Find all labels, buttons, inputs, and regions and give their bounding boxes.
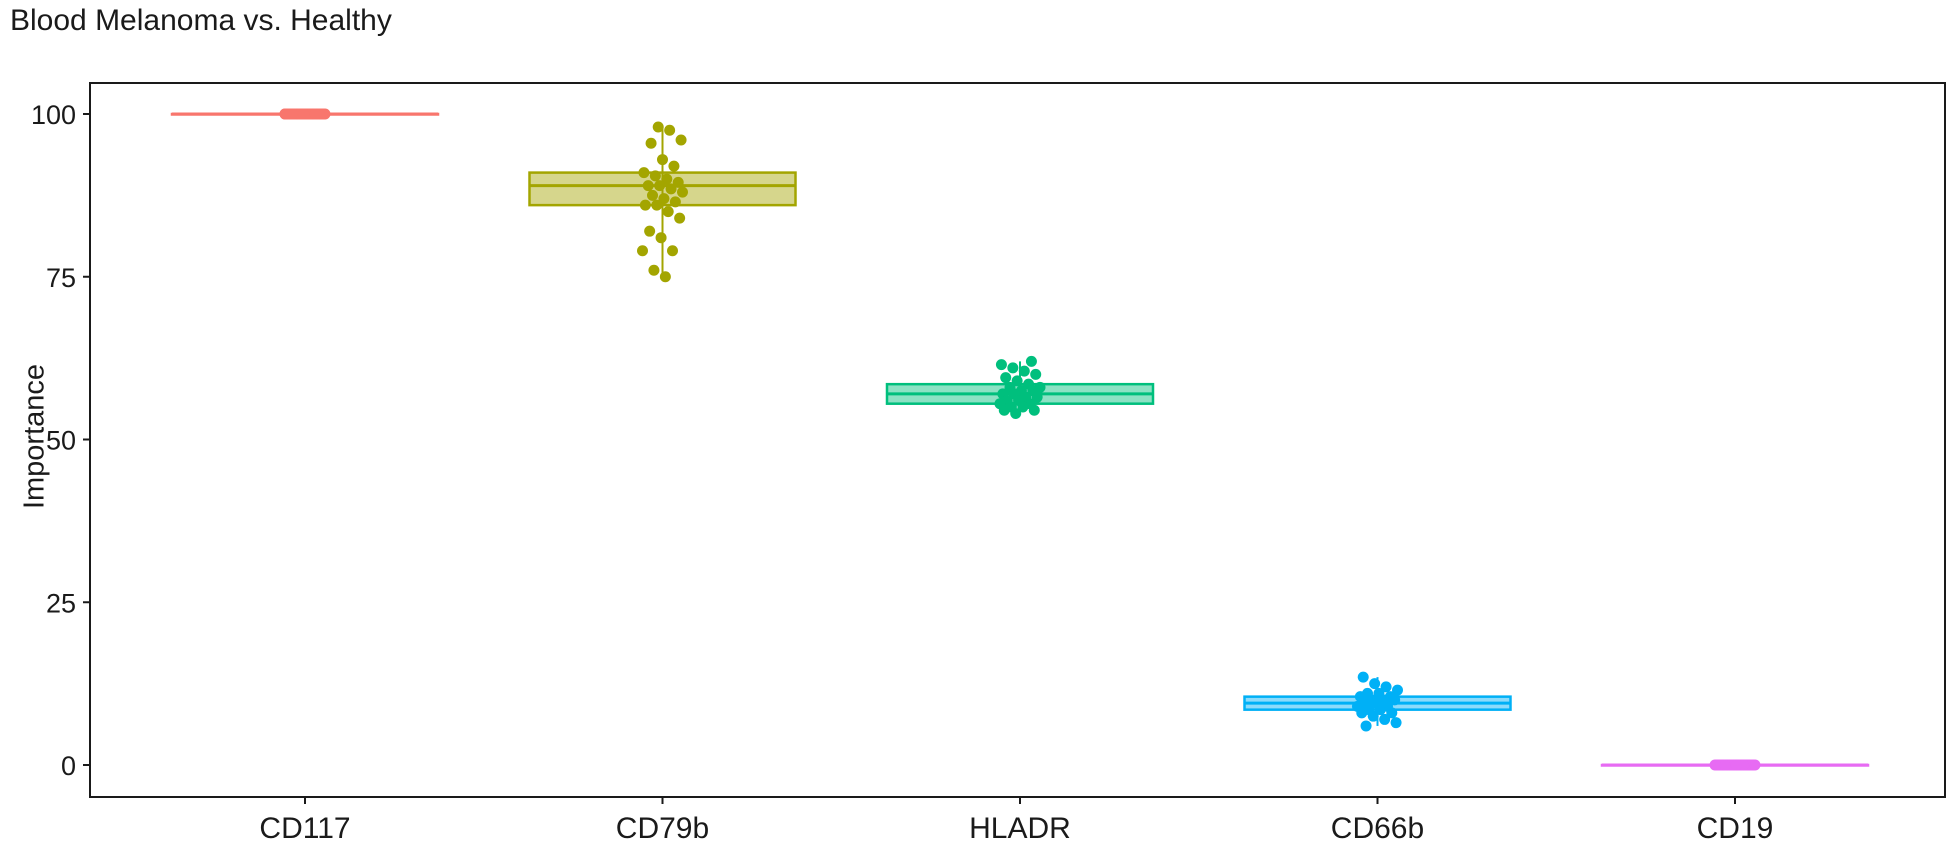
data-point [667, 245, 678, 257]
data-point [655, 232, 667, 244]
data-point [1017, 401, 1029, 413]
data-point [1380, 681, 1392, 693]
data-point [1390, 717, 1402, 729]
data-point [657, 154, 668, 166]
data-point [1392, 684, 1403, 696]
data-point [1000, 372, 1012, 384]
data-point [1749, 759, 1761, 771]
data-point [672, 176, 684, 188]
y-tick-label: 75 [46, 263, 76, 293]
data-point [1007, 362, 1019, 374]
data-point [638, 167, 650, 179]
y-tick-label: 25 [46, 588, 76, 618]
data-point [674, 212, 686, 224]
data-point [1719, 759, 1731, 771]
data-point [651, 199, 663, 211]
data-point [995, 359, 1007, 371]
data-point [1030, 368, 1042, 380]
data-point [1369, 678, 1381, 690]
data-point [1356, 707, 1368, 719]
data-point [1386, 707, 1398, 719]
data-point [1357, 671, 1369, 683]
y-tick-label: 100 [31, 100, 76, 130]
data-point [279, 108, 291, 120]
data-point [659, 271, 671, 283]
chart-title: Blood Melanoma vs. Healthy [10, 4, 392, 37]
data-point [661, 173, 673, 185]
data-point [1018, 365, 1030, 377]
data-point [642, 180, 654, 192]
data-point [298, 108, 310, 120]
data-point [1379, 713, 1391, 725]
data-point [1360, 720, 1372, 732]
data-point [662, 206, 674, 218]
data-point [998, 404, 1010, 416]
data-point [1730, 759, 1742, 771]
data-point [639, 199, 651, 211]
data-point [1010, 407, 1022, 419]
x-tick-label: CD79b [616, 812, 709, 845]
x-tick-label: HLADR [969, 812, 1071, 845]
data-point [658, 193, 670, 205]
data-point [1011, 375, 1023, 387]
data-point [1367, 710, 1379, 722]
data-point [652, 121, 664, 133]
data-point [647, 189, 658, 201]
data-point [669, 196, 681, 208]
data-point [644, 225, 656, 237]
data-point [668, 160, 680, 172]
data-point [1031, 391, 1043, 403]
data-point [675, 134, 687, 146]
data-point [1028, 404, 1040, 416]
data-point [1389, 694, 1401, 706]
data-point [664, 124, 676, 136]
data-point [637, 245, 648, 257]
data-point [677, 186, 688, 198]
data-point [1374, 704, 1386, 716]
data-point [645, 137, 657, 149]
x-tick-label: CD19 [1697, 812, 1774, 845]
plot-frame [89, 82, 1946, 798]
data-point [665, 183, 677, 195]
data-point [654, 180, 666, 192]
data-point [1025, 355, 1037, 367]
y-tick-label: 50 [46, 426, 76, 456]
data-point [649, 170, 661, 182]
data-point [648, 264, 660, 276]
data-point [309, 108, 321, 120]
x-tick-label: CD66b [1331, 812, 1424, 845]
x-tick-label: CD117 [259, 812, 350, 845]
y-tick-label: 0 [61, 751, 76, 781]
